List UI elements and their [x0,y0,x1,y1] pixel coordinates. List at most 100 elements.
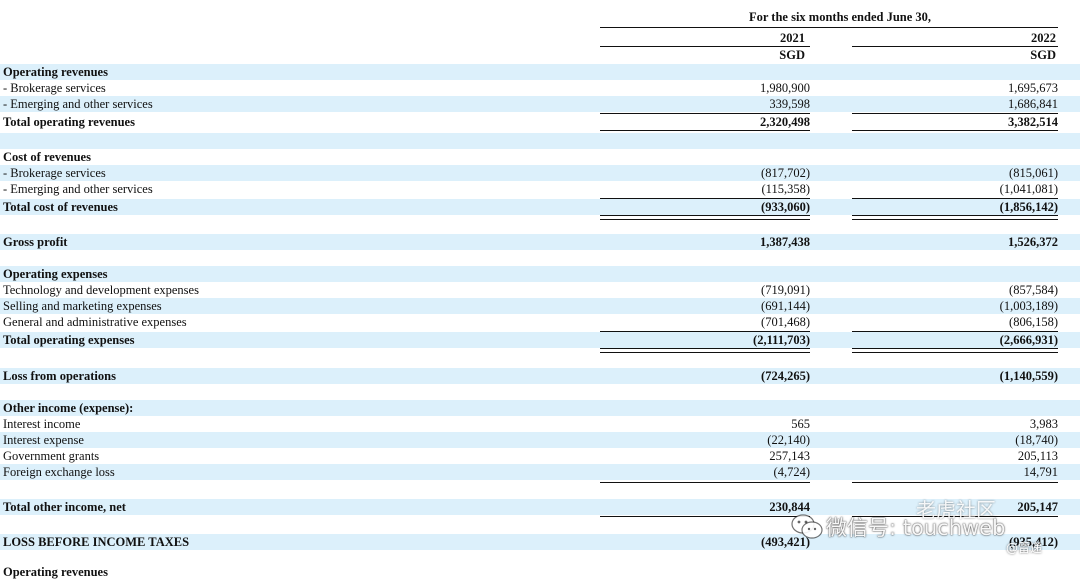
table-row: - Emerging and other services 339,598 1,… [0,96,1080,112]
value-2022: 3,983 [1029,417,1058,431]
table-row: LOSS BEFORE INCOME TAXES (493,421) (935,… [0,534,1080,550]
subtotal-rule [600,482,810,483]
value-2021: (493,421) [761,535,810,549]
value-2021: (933,060) [761,200,810,214]
value-2021: 257,143 [769,449,810,463]
table-row: - Brokerage services (817,702) (815,061) [0,165,1080,181]
subtotal-rule [852,331,1058,332]
total-double-rule [600,348,810,353]
value-2022: 1,686,841 [1008,97,1058,111]
row-label: Loss from operations [3,369,116,383]
subtotal-rule [600,331,810,332]
table-row: Foreign exchange loss (4,724) 14,791 [0,464,1080,480]
table-row: Total operating revenues 2,320,498 3,382… [0,114,1080,130]
value-2021: (701,468) [761,315,810,329]
value-2022: (857,584) [1009,283,1058,297]
row-label: Total operating revenues [3,115,135,129]
table-row: Operating expenses [0,266,1080,282]
value-2021: (691,144) [761,299,810,313]
row-label: General and administrative expenses [3,315,187,329]
subtotal-rule [852,516,1058,517]
table-row: Total cost of revenues (933,060) (1,856,… [0,199,1080,215]
row-label: LOSS BEFORE INCOME TAXES [3,535,190,549]
header-rule [600,27,1058,28]
value-2021: (817,702) [761,166,810,180]
row-label: - Brokerage services [3,81,106,95]
table-row: Operating revenues [0,564,1080,580]
total-double-rule [600,215,810,220]
row-label: Total other income, net [3,500,126,514]
row-label: Technology and development expenses [3,283,199,297]
value-2021: (115,358) [761,182,811,196]
col2-year: 2022 [1031,31,1056,45]
table-row: Technology and development expenses (719… [0,282,1080,298]
row-label: Gross profit [3,235,68,249]
row-label: Government grants [3,449,100,463]
value-2022: 14,791 [1023,465,1058,479]
value-2022: 205,113 [1017,449,1058,463]
col1-year: 2021 [780,31,805,45]
value-2021: (719,091) [761,283,810,297]
subtotal-rule [600,516,810,517]
col1-currency: SGD [779,48,805,62]
row-label: Selling and marketing expenses [3,299,162,313]
row-label: Interest income [3,417,81,431]
table-row: Operating revenues [0,64,1080,80]
subtotal-rule [852,198,1058,199]
value-2021: 1,980,900 [760,81,810,95]
col2-currency: SGD [1030,48,1056,62]
value-2021: 2,320,498 [760,115,810,129]
value-2021: (4,724) [773,465,810,479]
spacer-row [0,133,1080,149]
table-row: Cost of revenues [0,149,1080,165]
subtotal-rule [600,198,810,199]
value-2022: (1,003,189) [999,299,1058,313]
subtotal-rule [852,482,1058,483]
value-2022: (1,041,081) [999,182,1058,196]
row-label: Total operating expenses [3,333,135,347]
value-2022: 1,526,372 [1008,235,1058,249]
table-row: Total other income, net 230,844 205,147 [0,499,1080,515]
col2-year-rule [852,46,1058,47]
table-row: - Brokerage services 1,980,900 1,695,673 [0,80,1080,96]
table-row: General and administrative expenses (701… [0,314,1080,330]
table-row: Total operating expenses (2,111,703) (2,… [0,332,1080,348]
value-2022: (1,856,142) [999,200,1058,214]
value-2022: (935,412) [1009,535,1058,549]
value-2021: (2,111,703) [753,333,810,347]
row-label: Other income (expense): [3,401,134,415]
row-label: - Emerging and other services [3,97,153,111]
table-row: - Emerging and other services (115,358) … [0,181,1080,197]
row-label: - Brokerage services [3,166,106,180]
row-label: Interest expense [3,433,84,447]
table-row: Other income (expense): [0,400,1080,416]
value-2021: (22,140) [767,433,810,447]
value-2021: 1,387,438 [760,235,810,249]
value-2022: (806,158) [1009,315,1058,329]
col1-year-rule [600,46,810,47]
value-2021: 339,598 [769,97,810,111]
table-row: Loss from operations (724,265) (1,140,55… [0,368,1080,384]
row-label: - Emerging and other services [3,182,153,196]
value-2022: 3,382,514 [1008,115,1058,129]
table-row: Interest expense (22,140) (18,740) [0,432,1080,448]
table-row: Selling and marketing expenses (691,144)… [0,298,1080,314]
value-2022: 1,695,673 [1008,81,1058,95]
row-label: Foreign exchange loss [3,465,115,479]
row-label: Operating revenues [3,565,108,579]
table-row: Government grants 257,143 205,113 [0,448,1080,464]
row-label: Operating revenues [3,65,108,79]
value-2021: 565 [791,417,810,431]
row-label: Cost of revenues [3,150,91,164]
total-double-rule [852,215,1058,220]
value-2021: (724,265) [761,369,810,383]
subtotal-rule [600,113,810,114]
row-label: Operating expenses [3,267,108,281]
table-row: Interest income 565 3,983 [0,416,1080,432]
value-2022: (18,740) [1015,433,1058,447]
value-2022: (1,140,559) [999,369,1058,383]
row-label: Total cost of revenues [3,200,118,214]
value-2022: (815,061) [1009,166,1058,180]
value-2021: 230,844 [769,500,810,514]
table-row: Gross profit 1,387,438 1,526,372 [0,234,1080,250]
